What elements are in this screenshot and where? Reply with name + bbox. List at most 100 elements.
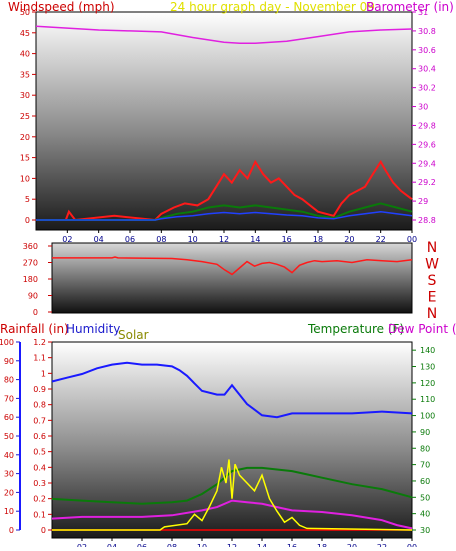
temperature-tick-label: 80 (420, 444, 430, 453)
compass-label: N (427, 306, 437, 322)
barometer-tick-label: 30 (418, 103, 428, 112)
compass-label: S (428, 273, 437, 289)
chart-title: 24 hour graph day - November 09 (170, 0, 375, 14)
compass-label: N (427, 240, 437, 256)
rain-tick-label: 0.6 (33, 432, 46, 441)
humidity-tick-label: 80 (4, 376, 14, 385)
temperature-tick-label: 100 (420, 412, 435, 421)
panel2-background (51, 242, 413, 314)
panel1-time-tick-label: 12 (219, 235, 229, 244)
windspeed-tick-label: 15 (20, 154, 30, 163)
rain-tick-label: 0.1 (33, 510, 46, 519)
panel3-time-tick-label: 20 (347, 543, 357, 547)
barometer-tick-label: 30.6 (418, 46, 436, 55)
solar-line (52, 459, 413, 531)
panel1-time-tick-label: 00 (407, 235, 417, 244)
humidity-line (51, 361, 413, 419)
humidity-tick-label: 0 (9, 526, 14, 535)
wind-low-line (36, 210, 413, 221)
direction-tick-label: 270 (23, 259, 38, 268)
temperature-tick-label: 90 (420, 428, 430, 437)
rain-tick-label: 0 (41, 526, 46, 535)
panel3-time-tick-label: 12 (227, 543, 237, 547)
humidity-label: Humidity (66, 322, 120, 336)
windspeed-tick-label: 20 (20, 133, 30, 142)
panel1-time-tick-label: 20 (344, 235, 354, 244)
direction-tick-label: 0 (33, 308, 38, 317)
windspeed-tick-label: 10 (20, 174, 30, 183)
windspeed-tick-label: 50 (20, 8, 30, 17)
rain-tick-label: 0.8 (33, 401, 46, 410)
panel3-time-tick-label: 14 (257, 543, 267, 547)
humidity-tick-label: 30 (4, 470, 14, 479)
temperature-line (51, 466, 413, 505)
temperature-tick-label: 60 (420, 477, 430, 486)
windspeed-tick-label: 5 (25, 195, 30, 204)
panel3-time-tick-label: 06 (137, 543, 147, 547)
temperature-tick-label: 70 (420, 461, 430, 470)
barometer-tick-label: 29 (418, 197, 428, 206)
dewpoint-axis-label: Dew Point (F) (388, 322, 456, 336)
windspeed-axis-label: Windspeed (mph) (8, 0, 115, 14)
panel3-time-tick-label: 00 (407, 543, 417, 547)
panel3-time-tick-label: 22 (377, 543, 387, 547)
humidity-tick-label: 20 (4, 488, 14, 497)
panel3-time-tick-label: 10 (197, 543, 207, 547)
panel1-time-tick-label: 06 (125, 235, 135, 244)
barometer-tick-label: 29.8 (418, 121, 436, 130)
direction-tick-label: 180 (23, 275, 38, 284)
rain-tick-label: 0.5 (33, 448, 46, 457)
rain-tick-label: 1.1 (33, 354, 46, 363)
humidity-tick-label: 100 (0, 338, 14, 347)
rain-tick-label: 0.3 (33, 479, 46, 488)
humidity-tick-label: 90 (4, 357, 14, 366)
panel3-background (51, 341, 413, 539)
direction-tick-label: 90 (28, 292, 38, 301)
wind-direction-line (52, 256, 413, 276)
rain-tick-label: 0.7 (33, 416, 46, 425)
windspeed-tick-label: 45 (20, 29, 30, 38)
humidity-tick-label: 10 (4, 507, 14, 516)
panel1-time-tick-label: 14 (250, 235, 260, 244)
temperature-tick-label: 120 (420, 379, 435, 388)
panel3-time-tick-label: 18 (317, 543, 327, 547)
panel3-time-tick-label: 16 (287, 543, 297, 547)
humidity-tick-label: 70 (4, 394, 14, 403)
panel3-time-tick-label: 08 (167, 543, 177, 547)
windspeed-tick-label: 30 (20, 91, 30, 100)
barometer-line (35, 25, 413, 44)
panel3-time-tick-label: 02 (77, 543, 87, 547)
solar-label: Solar (118, 328, 149, 342)
rain-tick-label: 0.4 (33, 463, 46, 472)
barometer-tick-label: 29.4 (418, 159, 436, 168)
barometer-tick-label: 30.2 (418, 84, 436, 93)
rain-tick-label: 0.9 (33, 385, 46, 394)
panel1-time-tick-label: 16 (282, 235, 292, 244)
wind-gust-line (36, 159, 413, 222)
panel1-time-tick-label: 10 (188, 235, 198, 244)
panel1-time-tick-label: 08 (156, 235, 166, 244)
windspeed-tick-label: 25 (20, 112, 30, 121)
humidity-tick-label: 50 (4, 432, 14, 441)
temperature-tick-label: 30 (420, 526, 430, 535)
windspeed-tick-label: 35 (20, 70, 30, 79)
compass-label: E (428, 290, 437, 306)
rain-tick-label: 0.2 (33, 495, 46, 504)
barometer-tick-label: 28.8 (418, 216, 436, 225)
barometer-tick-label: 30.4 (418, 65, 436, 74)
humidity-tick-label: 40 (4, 451, 14, 460)
panel1-time-tick-label: 02 (62, 235, 72, 244)
temperature-axis-label: Temperature (F) (307, 322, 404, 336)
chart-marks-layer: 0 5 10 15 20 25 30 35 40 45 50 28.8 29 29.2 29.4 29.6 29… (0, 8, 439, 551)
temperature-tick-label: 130 (420, 363, 435, 372)
temperature-tick-label: 110 (420, 395, 435, 404)
barometer-tick-label: 29.2 (418, 178, 436, 187)
barometer-tick-label: 29.6 (418, 140, 436, 149)
windspeed-tick-label: 40 (20, 50, 30, 59)
temperature-tick-label: 50 (420, 493, 430, 502)
barometer-tick-label: 30.8 (418, 27, 436, 36)
windspeed-tick-label: 0 (25, 216, 30, 225)
rainfall-axis-label: Rainfall (in) (0, 322, 69, 336)
